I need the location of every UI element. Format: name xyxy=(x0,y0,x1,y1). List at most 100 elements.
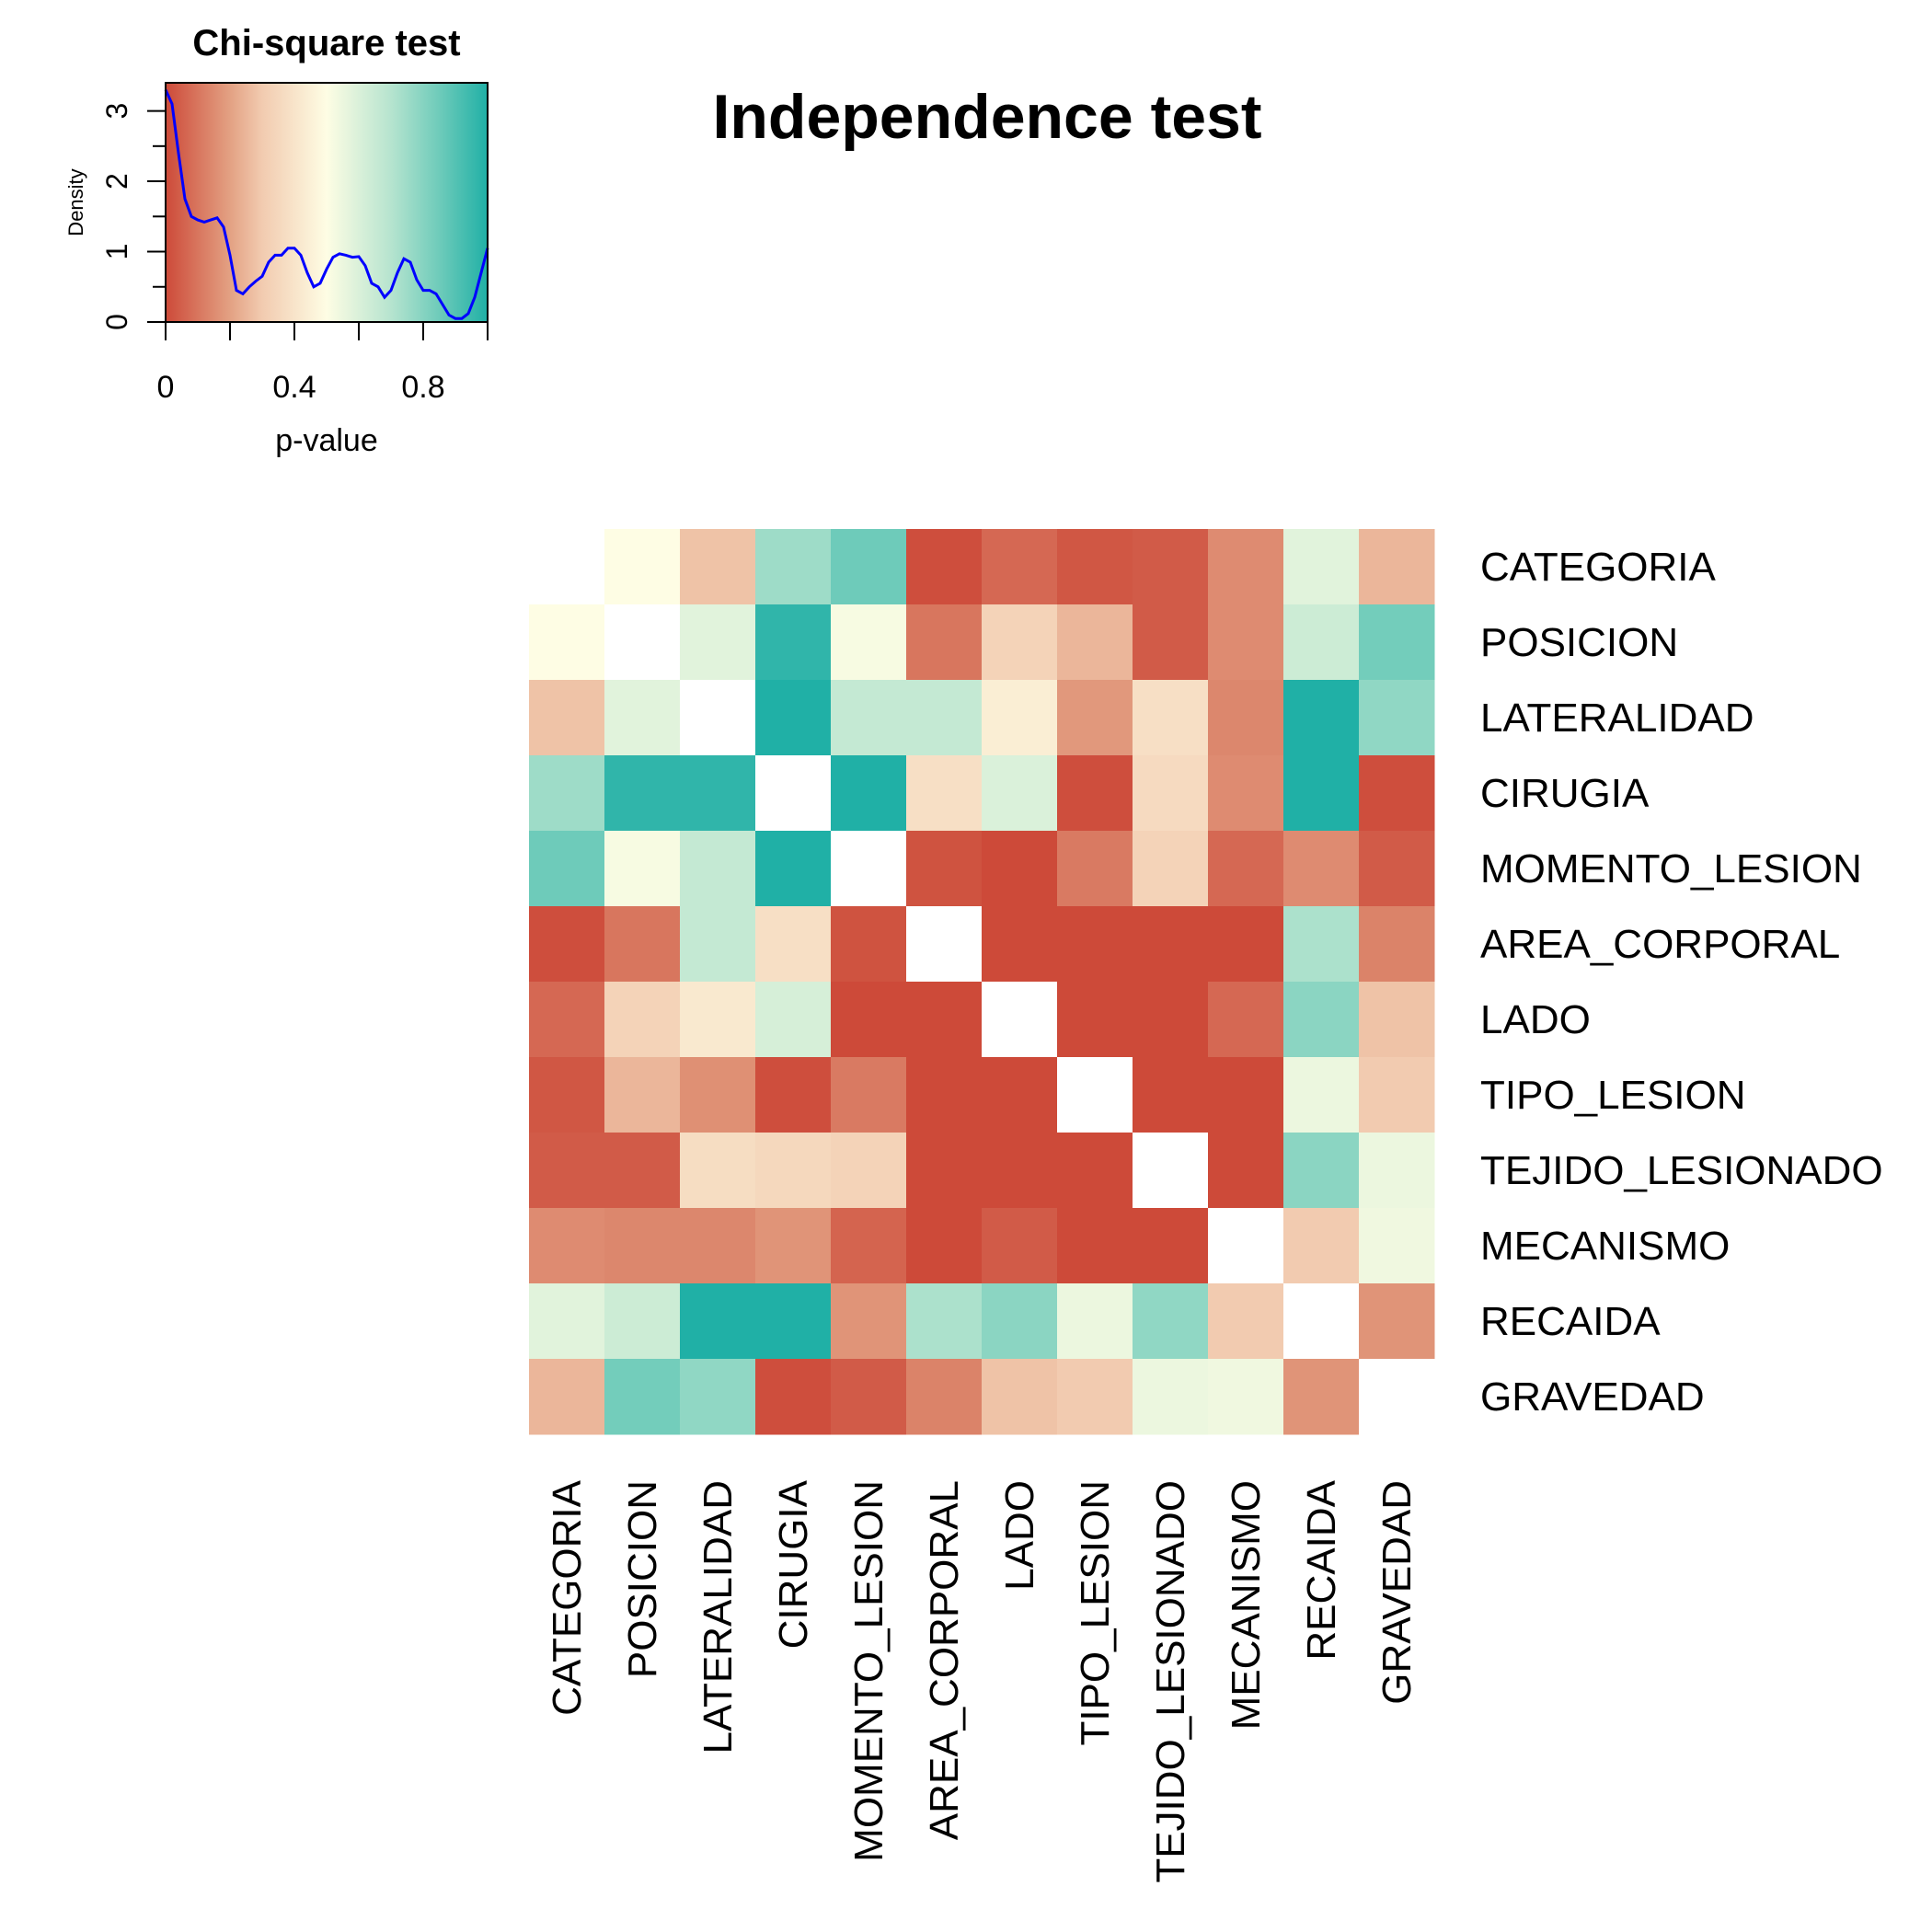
heatmap-cell xyxy=(1133,906,1209,983)
heatmap-cell xyxy=(1359,680,1435,756)
heatmap-cell xyxy=(1359,906,1435,983)
heatmap-cell xyxy=(1133,604,1209,681)
col-label: TEJIDO_LESIONADO xyxy=(1148,1480,1193,1883)
heatmap-cell xyxy=(1133,1283,1209,1360)
heatmap-cell xyxy=(755,604,832,681)
heatmap-cell xyxy=(680,1133,756,1209)
row-label: CATEGORIA xyxy=(1480,545,1717,590)
heatmap-cell xyxy=(1208,1057,1284,1133)
heatmap-cell xyxy=(755,680,832,756)
inset-x-tick-label: 0 xyxy=(157,370,175,405)
row-label: GRAVEDAD xyxy=(1480,1374,1705,1420)
heatmap-cell xyxy=(1057,906,1133,983)
heatmap-cell xyxy=(1133,1359,1209,1435)
heatmap-cell xyxy=(1057,982,1133,1058)
heatmap-cell xyxy=(755,831,832,907)
heatmap-cell xyxy=(755,529,832,605)
heatmap-cell xyxy=(1283,1208,1360,1284)
heatmap-cell xyxy=(1057,1359,1133,1435)
heatmap-cell xyxy=(982,1283,1058,1360)
heatmap-cell xyxy=(604,755,681,832)
heatmap-cell xyxy=(982,604,1058,681)
heatmap-cell xyxy=(604,1208,681,1284)
heatmap-cell xyxy=(604,604,681,681)
heatmap-cell xyxy=(906,1057,983,1133)
heatmap-cell xyxy=(755,906,832,983)
col-label: MECANISMO xyxy=(1224,1480,1269,1730)
col-label: POSICION xyxy=(620,1480,665,1678)
heatmap-cell xyxy=(604,680,681,756)
heatmap-cell xyxy=(906,604,983,681)
heatmap-cell xyxy=(680,680,756,756)
col-label: RECAIDA xyxy=(1299,1479,1344,1660)
heatmap-cell xyxy=(982,1359,1058,1435)
heatmap-cell xyxy=(1208,982,1284,1058)
heatmap-cell xyxy=(604,1133,681,1209)
heatmap-cell xyxy=(1359,1208,1435,1284)
heatmap-cell xyxy=(680,755,756,832)
heatmap-cell xyxy=(1133,831,1209,907)
inset-title: Chi-square test xyxy=(192,23,460,63)
heatmap-cell xyxy=(1283,1359,1360,1435)
heatmap-cell xyxy=(1359,1057,1435,1133)
heatmap-cell xyxy=(1283,529,1360,605)
heatmap-cell xyxy=(906,831,983,907)
heatmap-cell xyxy=(1208,1133,1284,1209)
heatmap-cell xyxy=(604,1283,681,1360)
heatmap-cell xyxy=(755,1283,832,1360)
heatmap-cell xyxy=(529,1057,605,1133)
heatmap-cell xyxy=(1208,906,1284,983)
heatmap-cell xyxy=(982,680,1058,756)
heatmap-cell xyxy=(529,831,605,907)
inset-y-axis: 0 1 2 3 xyxy=(100,103,166,330)
heatmap-cell xyxy=(982,1057,1058,1133)
heatmap-cell xyxy=(831,1208,907,1284)
heatmap-cell xyxy=(1283,1057,1360,1133)
heatmap-cell xyxy=(982,982,1058,1058)
heatmap-cell xyxy=(1208,604,1284,681)
heatmap-cell xyxy=(680,529,756,605)
heatmap-cell xyxy=(680,982,756,1058)
inset-ylabel: Density xyxy=(64,168,87,236)
heatmap-cell xyxy=(831,982,907,1058)
heatmap-cell xyxy=(680,1283,756,1360)
heatmap-cell xyxy=(604,529,681,605)
heatmap-cell xyxy=(604,1359,681,1435)
heatmap-cell xyxy=(1283,604,1360,681)
heatmap-cell xyxy=(906,680,983,756)
heatmap-cells xyxy=(529,529,1435,1435)
heatmap-cell xyxy=(906,1283,983,1360)
heatmap-cell xyxy=(604,982,681,1058)
heatmap-cell xyxy=(982,529,1058,605)
heatmap-cell xyxy=(831,831,907,907)
row-label: TEJIDO_LESIONADO xyxy=(1480,1148,1883,1193)
col-label: GRAVEDAD xyxy=(1374,1480,1420,1705)
inset-x-tick-label: 0.8 xyxy=(401,370,444,405)
heatmap-cell xyxy=(906,1133,983,1209)
heatmap-cell xyxy=(1133,529,1209,605)
heatmap-cell xyxy=(529,755,605,832)
colorbar-gradient xyxy=(166,83,488,322)
heatmap-cell xyxy=(1057,1133,1133,1209)
inset-xlabel: p-value xyxy=(275,423,378,458)
heatmap-cell xyxy=(1208,755,1284,832)
heatmap-cell xyxy=(604,1057,681,1133)
heatmap-cell xyxy=(1359,755,1435,832)
heatmap-cell xyxy=(604,831,681,907)
heatmap-cell xyxy=(1359,1359,1435,1435)
heatmap-cell xyxy=(831,1283,907,1360)
heatmap-cell xyxy=(529,982,605,1058)
heatmap-cell xyxy=(755,1057,832,1133)
heatmap-cell xyxy=(755,1359,832,1435)
heatmap-cell xyxy=(755,1133,832,1209)
inset-x-axis: 0 0.4 0.8 xyxy=(157,322,489,405)
heatmap-cell xyxy=(604,906,681,983)
heatmap-cell xyxy=(1283,680,1360,756)
col-label: LATERALIDAD xyxy=(696,1480,741,1754)
col-label: LADO xyxy=(997,1480,1042,1591)
heatmap-cell xyxy=(680,604,756,681)
heatmap-cell xyxy=(680,906,756,983)
heatmap-cell xyxy=(831,755,907,832)
heatmap-cell xyxy=(982,755,1058,832)
